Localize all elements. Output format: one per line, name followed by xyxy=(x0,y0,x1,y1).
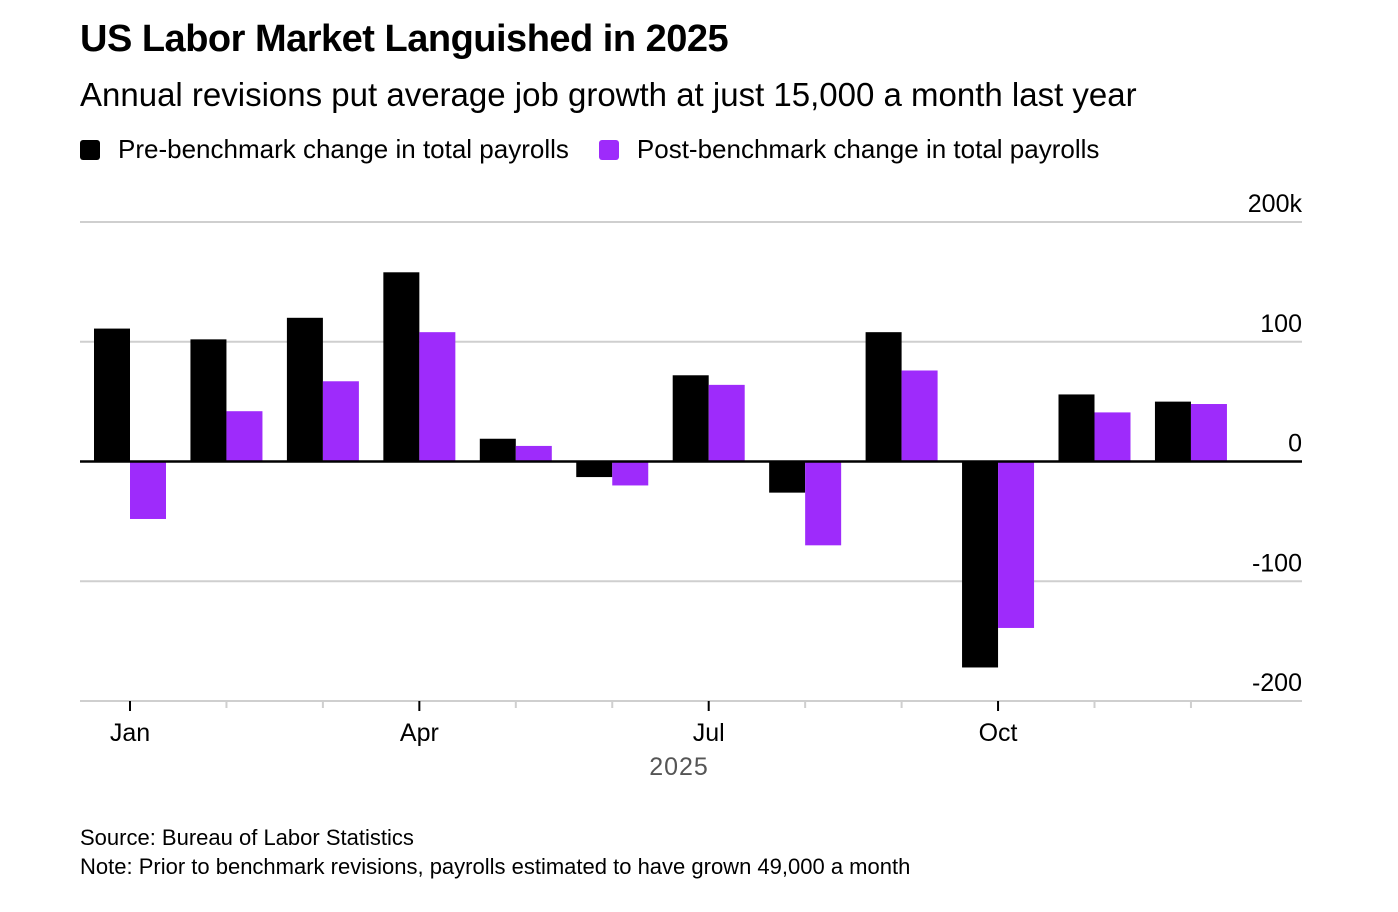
y-tick-label: 0 xyxy=(1288,430,1302,458)
x-tick-label: Jul xyxy=(693,719,725,747)
post-benchmark-bar-jan xyxy=(130,461,166,519)
pre-benchmark-bar-jul xyxy=(672,375,709,462)
chart-subtitle: Annual revisions put average job growth … xyxy=(80,76,1137,113)
legend-label-pre-benchmark: Pre-benchmark change in total payrolls xyxy=(118,134,569,164)
post-benchmark-bar-feb xyxy=(226,411,263,462)
y-tick-label: -100 xyxy=(1252,549,1302,577)
x-tick-label: Jan xyxy=(110,719,150,747)
pre-benchmark-bar-dec xyxy=(1154,401,1191,462)
pre-benchmark-bar-jan xyxy=(94,328,130,462)
legend-item-post-benchmark: Post-benchmark change in total payrolls xyxy=(598,134,1100,165)
pre-benchmark-bar-aug xyxy=(769,461,806,493)
pre-benchmark-bar-oct xyxy=(962,461,999,668)
x-tick-label: Oct xyxy=(979,719,1018,747)
pre-benchmark-bar-nov xyxy=(1058,394,1095,462)
legend: Pre-benchmark change in total payrolls P… xyxy=(80,134,1129,165)
source-note: Source: Bureau of Labor Statistics xyxy=(80,825,414,850)
post-benchmark-bar-may xyxy=(515,445,552,462)
post-benchmark-bar-jul xyxy=(708,384,745,462)
post-benchmark-bar-apr xyxy=(419,332,456,462)
pre-benchmark-bar-mar xyxy=(286,317,323,462)
x-tick-label: Apr xyxy=(400,719,439,747)
post-benchmark-bar-oct xyxy=(998,461,1035,628)
pre-benchmark-bar-jun xyxy=(576,461,613,478)
y-tick-label: -200 xyxy=(1252,669,1302,697)
chart-title: US Labor Market Languished in 2025 xyxy=(80,18,729,60)
post-benchmark-bar-jun xyxy=(612,461,649,486)
bars xyxy=(94,272,1227,668)
pre-benchmark-bar-sep xyxy=(865,332,902,462)
pre-benchmark-bar-may xyxy=(479,438,516,462)
post-benchmark-bar-dec xyxy=(1190,404,1227,462)
pre-benchmark-bar-apr xyxy=(383,272,420,462)
pre-benchmark-bar-feb xyxy=(190,339,227,462)
footnote: Note: Prior to benchmark revisions, payr… xyxy=(80,854,911,879)
post-benchmark-bar-aug xyxy=(805,461,842,546)
x-axis: Jan Apr Jul Oct 2025 xyxy=(110,701,1192,781)
footer: Source: Bureau of Labor Statistics Note:… xyxy=(80,823,910,881)
y-tick-label: 100 xyxy=(1260,310,1302,338)
y-tick-label: 200k xyxy=(1248,190,1303,218)
legend-swatch-pre-benchmark xyxy=(80,139,100,160)
gridlines xyxy=(80,221,1302,702)
legend-swatch-post-benchmark xyxy=(598,139,619,160)
post-benchmark-bar-mar xyxy=(322,381,359,462)
post-benchmark-bar-nov xyxy=(1094,412,1131,462)
legend-item-pre-benchmark: Pre-benchmark change in total payrolls xyxy=(80,134,569,165)
y-axis-labels: 200k 100 0 -100 -200 xyxy=(1248,190,1303,697)
legend-label-post-benchmark: Post-benchmark change in total payrolls xyxy=(636,134,1100,164)
post-benchmark-bar-sep xyxy=(901,370,938,462)
x-axis-title: 2025 xyxy=(649,753,709,781)
